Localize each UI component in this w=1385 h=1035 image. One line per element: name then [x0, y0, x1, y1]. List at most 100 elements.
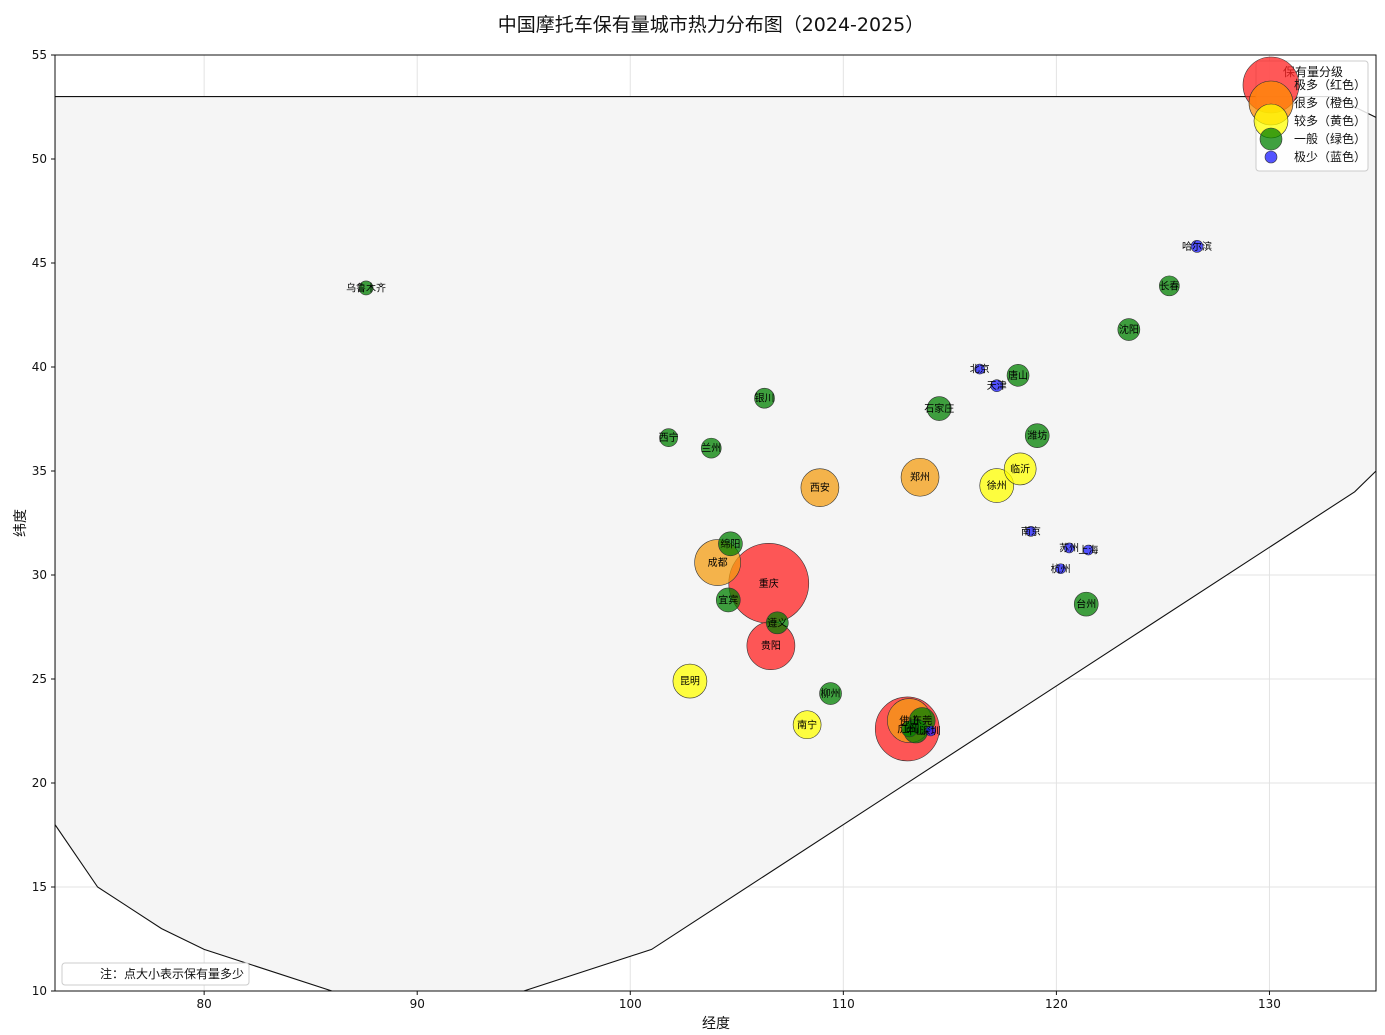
y-tick-label: 55	[32, 48, 47, 62]
city-bubble	[358, 280, 374, 296]
city-bubble	[1003, 452, 1037, 486]
legend-entry-label: 较多（黄色）	[1294, 113, 1366, 128]
city-label: 郑州	[910, 471, 930, 484]
city-bubble	[901, 720, 918, 738]
plot-frame	[54, 54, 1377, 992]
city-bubble	[1190, 240, 1204, 253]
city-label: 唐山	[1008, 369, 1028, 382]
city-label: 昆明	[680, 676, 700, 688]
city-label: 宜宾	[718, 593, 738, 606]
city-label: 绵阳	[720, 537, 740, 550]
y-tick-label: 30	[32, 568, 47, 582]
legend: 保有量分级 极多（红色） 很多（橙色） 较多（黄色） 一般（绿色） 极少（蓝色）	[1242, 56, 1369, 172]
x-tick-label: 120	[1045, 997, 1068, 1011]
note-box	[61, 962, 250, 986]
city-bubble	[1117, 318, 1141, 341]
legend-entry-label: 一般（绿色）	[1294, 131, 1366, 146]
y-axis-label: 纬度	[13, 509, 29, 537]
city-bubble	[1055, 563, 1066, 575]
city-bubble	[700, 437, 722, 459]
city-label: 遵义	[767, 616, 787, 629]
y-tick-label: 35	[32, 464, 47, 478]
city-bubble	[659, 428, 678, 448]
x-tick-label: 110	[832, 997, 855, 1011]
city-bubble	[718, 531, 743, 557]
city-bubble	[979, 468, 1015, 503]
city-label: 中山	[906, 725, 926, 738]
city-label: 南京	[1021, 525, 1041, 538]
legend-swatch	[1259, 127, 1283, 151]
legend-swatch	[1264, 150, 1278, 164]
legend-entry-label: 极多（红色）	[1294, 77, 1366, 92]
city-label: 银川	[755, 392, 775, 405]
city-label: 天津	[987, 380, 1007, 392]
city-bubble	[1006, 364, 1030, 387]
size-note: 注：点大小表示保有量多少	[61, 962, 250, 986]
city-label: 上海	[1078, 544, 1098, 557]
y-tick-label: 50	[32, 152, 47, 166]
city-label: 贵阳	[761, 639, 781, 652]
city-label: 临沂	[1010, 462, 1030, 475]
city-label: 石家庄	[924, 402, 954, 415]
city-bubble	[990, 379, 1004, 393]
city-label: 北京	[970, 363, 990, 376]
city-label: 沈阳	[1119, 323, 1139, 336]
x-axis-label: 经度	[702, 1016, 730, 1032]
y-axis: 10 15 20 25 30 35 40 45 50 55	[32, 48, 55, 998]
x-tick-label: 90	[410, 997, 425, 1011]
city-label: 长春	[1159, 280, 1179, 292]
city-label: 柳州	[821, 687, 841, 700]
city-bubble	[926, 396, 952, 421]
city-label: 佛山	[899, 714, 919, 727]
city-bubble	[819, 682, 842, 705]
city-label: 乌鲁木齐	[346, 281, 386, 294]
chart-title: 中国摩托车保有量城市热力分布图（2024-2025）	[498, 14, 925, 36]
note-text: 注：点大小表示保有量多少	[100, 966, 244, 981]
city-label: 杭州	[1051, 562, 1071, 575]
city-label: 徐州	[987, 479, 1007, 492]
city-label: 兰州	[701, 442, 721, 455]
legend-title: 保有量分级	[1283, 65, 1343, 79]
city-bubble	[1159, 275, 1180, 297]
city-bubble	[1024, 423, 1050, 448]
city-label: 南宁	[797, 718, 817, 731]
city-bubble	[792, 710, 822, 740]
y-tick-label: 45	[32, 256, 47, 270]
y-tick-label: 15	[32, 880, 47, 894]
city-bubble	[974, 363, 986, 375]
city-label: 重庆	[759, 577, 779, 590]
x-axis: 80 90 100 110 120 130	[197, 991, 1281, 1011]
city-bubble	[1083, 544, 1094, 556]
city-bubble	[672, 663, 708, 699]
city-label: 广州	[897, 723, 917, 735]
y-tick-label: 40	[32, 360, 47, 374]
city-bubble	[900, 457, 940, 497]
city-label: 东莞	[912, 714, 932, 727]
city-label: 成都	[708, 557, 728, 569]
city-bubbles	[358, 240, 1204, 762]
city-bubble	[765, 611, 789, 635]
city-label: 苏州	[1059, 541, 1079, 554]
city-label: 台州	[1076, 598, 1096, 611]
city-bubble	[800, 468, 840, 507]
city-bubble	[1025, 526, 1037, 537]
city-label: 西安	[810, 481, 830, 494]
city-label: 潍坊	[1027, 429, 1047, 442]
city-label: 深圳	[921, 726, 941, 738]
y-tick-label: 20	[32, 776, 47, 790]
y-tick-label: 25	[32, 672, 47, 686]
city-label: 哈尔滨	[1182, 240, 1212, 253]
x-tick-label: 100	[619, 997, 642, 1011]
legend-entries: 极多（红色） 很多（橙色） 较多（黄色） 一般（绿色） 极少（蓝色）	[1242, 56, 1366, 164]
city-bubble	[1073, 591, 1099, 617]
y-tick-label: 10	[32, 984, 47, 998]
city-bubble	[715, 587, 741, 613]
city-bubble	[754, 387, 775, 409]
legend-entry-label: 很多（橙色）	[1294, 95, 1366, 110]
city-bubble	[925, 725, 936, 737]
city-label: 西宁	[659, 431, 679, 444]
city-label: 江门	[899, 722, 919, 735]
